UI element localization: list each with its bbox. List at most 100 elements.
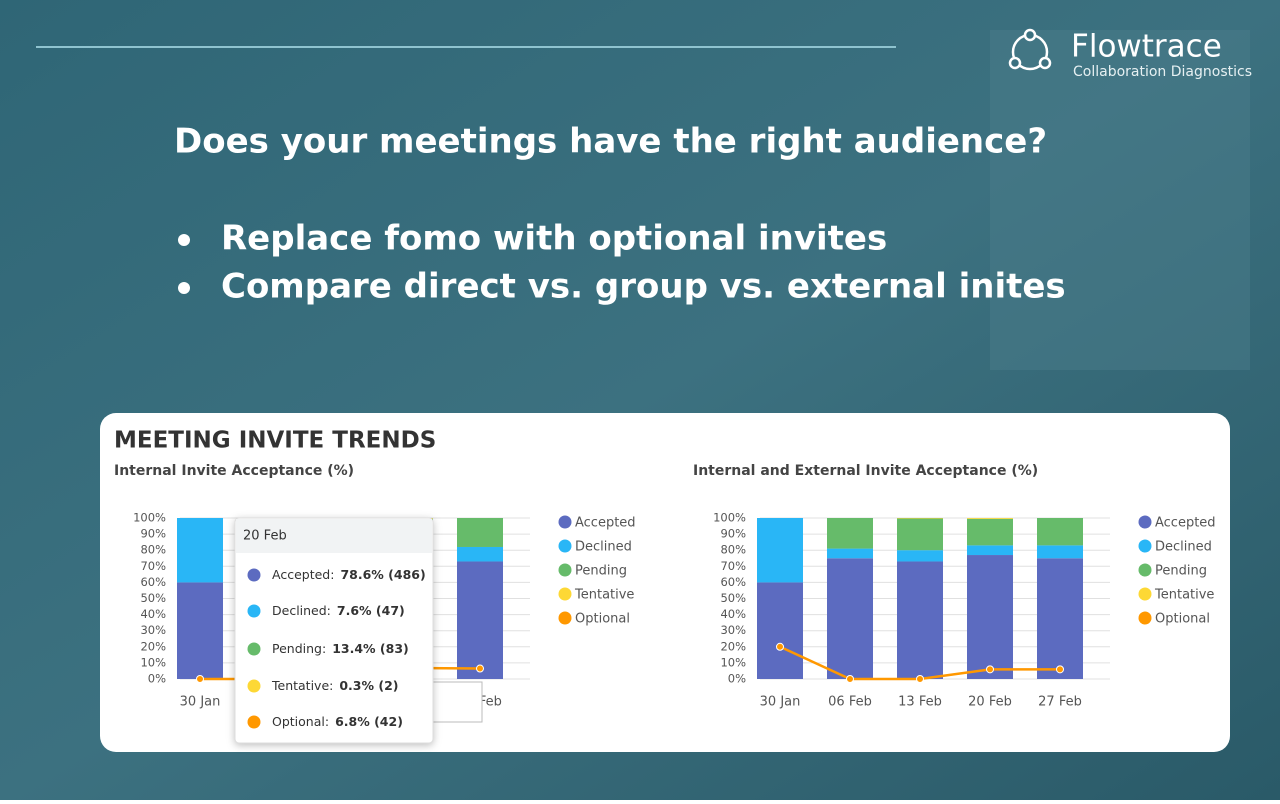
tooltip-label: Declined: bbox=[272, 603, 331, 618]
y-tick-label: 0% bbox=[728, 672, 746, 686]
tooltip-swatch bbox=[248, 680, 261, 693]
bar-segment bbox=[457, 518, 503, 547]
line-point bbox=[777, 643, 784, 650]
legend-label: Optional bbox=[1155, 612, 1210, 627]
bar-segment bbox=[827, 549, 873, 559]
tooltip-swatch bbox=[248, 716, 261, 729]
y-tick-label: 40% bbox=[720, 607, 746, 621]
headline: Does your meetings have the right audien… bbox=[174, 122, 1047, 162]
y-tick-label: 30% bbox=[720, 623, 746, 637]
legend-label: Optional bbox=[575, 612, 630, 627]
line-point bbox=[917, 676, 924, 683]
legend-swatch bbox=[559, 588, 572, 601]
line-point bbox=[477, 665, 484, 672]
bar-segment bbox=[827, 558, 873, 679]
x-tick-label: 13 Feb bbox=[898, 695, 942, 710]
chart-title: Internal and External Invite Acceptance … bbox=[693, 463, 1038, 479]
tooltip-label: Pending: bbox=[272, 641, 326, 656]
backdrop-screen bbox=[990, 30, 1250, 370]
y-tick-label: 70% bbox=[720, 559, 746, 573]
tooltip-value: 0.3% (2) bbox=[339, 678, 398, 693]
legend-swatch bbox=[559, 516, 572, 529]
tooltip-value: 78.6% (486) bbox=[340, 567, 425, 582]
brand-tagline: Collaboration Diagnostics bbox=[1073, 64, 1252, 80]
y-tick-label: 0% bbox=[148, 672, 166, 686]
bar-segment bbox=[1037, 545, 1083, 558]
bar-segment bbox=[967, 555, 1013, 679]
chart-title: Internal Invite Acceptance (%) bbox=[114, 463, 354, 479]
y-tick-label: 70% bbox=[140, 559, 166, 573]
y-tick-label: 20% bbox=[720, 639, 746, 653]
y-tick-label: 50% bbox=[140, 591, 166, 605]
legend-swatch bbox=[1139, 612, 1152, 625]
line-point bbox=[987, 666, 994, 673]
x-tick-label: 30 Jan bbox=[760, 695, 801, 710]
legend-swatch bbox=[1139, 588, 1152, 601]
y-tick-label: 100% bbox=[713, 511, 746, 525]
tooltip-value: 7.6% (47) bbox=[337, 603, 405, 618]
legend-label: Tentative bbox=[1154, 588, 1214, 603]
legend-label: Accepted bbox=[1155, 516, 1216, 531]
tooltip-item: Optional: 6.8% (42) bbox=[272, 714, 403, 729]
tooltip-item: Accepted: 78.6% (486) bbox=[272, 567, 426, 582]
bar-segment bbox=[897, 550, 943, 561]
line-point bbox=[1057, 666, 1064, 673]
bar-segment bbox=[177, 518, 223, 582]
y-tick-label: 90% bbox=[720, 527, 746, 541]
tooltip-swatch bbox=[248, 643, 261, 656]
bullet: Compare direct vs. group vs. external in… bbox=[221, 267, 1066, 307]
bar-segment bbox=[1037, 558, 1083, 679]
y-tick-label: 100% bbox=[133, 511, 166, 525]
line-point bbox=[197, 676, 204, 683]
tooltip-item: Declined: 7.6% (47) bbox=[272, 603, 405, 618]
y-tick-label: 30% bbox=[140, 623, 166, 637]
bar-segment bbox=[827, 518, 873, 549]
legend-swatch bbox=[1139, 540, 1152, 553]
legend-swatch bbox=[1139, 564, 1152, 577]
bar-segment bbox=[1037, 518, 1083, 545]
bar-segment bbox=[457, 561, 503, 679]
legend-label: Tentative bbox=[574, 588, 634, 603]
panel-title: MEETING INVITE TRENDS bbox=[114, 428, 436, 454]
bar-segment bbox=[897, 518, 943, 550]
tooltip-swatch bbox=[248, 569, 261, 582]
legend-label: Pending bbox=[1155, 564, 1207, 579]
line-point bbox=[847, 676, 854, 683]
y-tick-label: 80% bbox=[720, 543, 746, 557]
legend-swatch bbox=[1139, 516, 1152, 529]
bar-segment bbox=[177, 582, 223, 679]
tooltip-label: Tentative: bbox=[271, 678, 333, 693]
x-tick-label: 27 Feb bbox=[1038, 695, 1082, 710]
y-tick-label: 10% bbox=[720, 655, 746, 669]
tooltip-value: 13.4% (83) bbox=[332, 641, 409, 656]
bar-segment bbox=[897, 561, 943, 679]
y-tick-label: 20% bbox=[140, 639, 166, 653]
tooltip-title: 20 Feb bbox=[243, 529, 287, 544]
legend-label: Accepted bbox=[575, 516, 636, 531]
y-tick-label: 80% bbox=[140, 543, 166, 557]
tooltip-value: 6.8% (42) bbox=[335, 714, 403, 729]
bar-segment bbox=[967, 519, 1013, 546]
y-tick-label: 10% bbox=[140, 655, 166, 669]
x-tick-label: 20 Feb bbox=[968, 695, 1012, 710]
legend-label: Declined bbox=[575, 540, 632, 555]
x-tick-label: 30 Jan bbox=[180, 695, 221, 710]
tooltip-swatch bbox=[248, 605, 261, 618]
tooltip-label: Optional: bbox=[272, 714, 329, 729]
legend-swatch bbox=[559, 540, 572, 553]
y-tick-label: 60% bbox=[140, 575, 166, 589]
bar-segment bbox=[757, 518, 803, 582]
legend-swatch bbox=[559, 564, 572, 577]
x-tick-label: 06 Feb bbox=[828, 695, 872, 710]
bar-segment bbox=[457, 547, 503, 561]
legend-label: Declined bbox=[1155, 540, 1212, 555]
y-tick-label: 90% bbox=[140, 527, 166, 541]
bullet: Replace fomo with optional invites bbox=[221, 219, 887, 259]
tooltip-label: Accepted: bbox=[272, 567, 334, 582]
bullet-dot bbox=[178, 234, 190, 246]
y-tick-label: 50% bbox=[720, 591, 746, 605]
brand-name: Flowtrace bbox=[1071, 29, 1222, 65]
bar-segment bbox=[757, 582, 803, 679]
bar-segment bbox=[967, 518, 1013, 519]
